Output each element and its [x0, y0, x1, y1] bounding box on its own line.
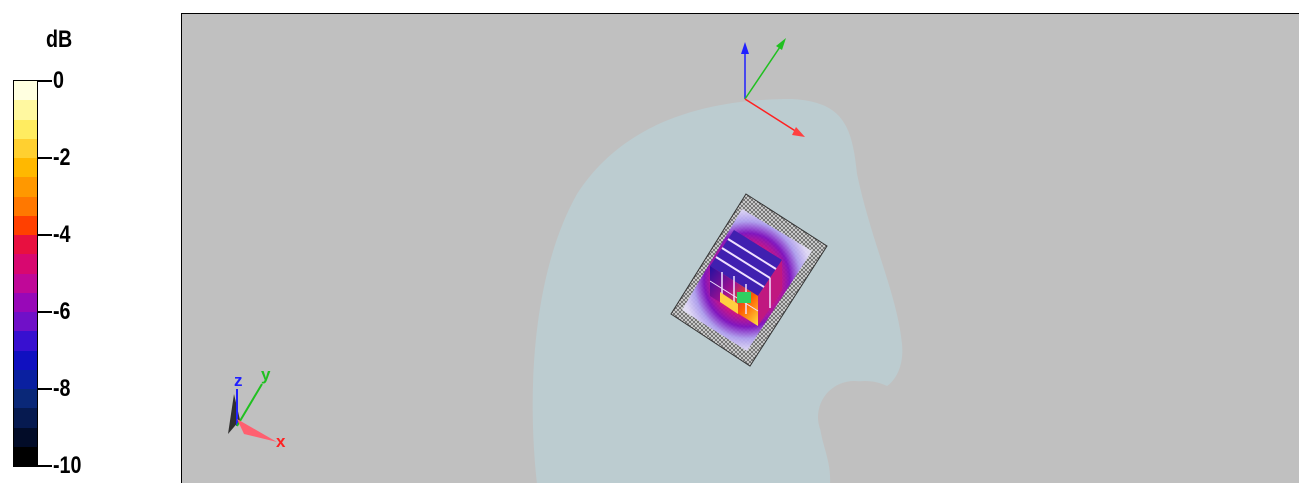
legend-tick: [38, 80, 52, 82]
legend-tick-label-3: -6: [53, 298, 71, 325]
colorbar-segment: [14, 350, 37, 370]
colorbar-segment: [14, 100, 37, 120]
colorbar-segment: [14, 158, 37, 178]
colorbar-segment: [14, 312, 37, 332]
colorbar-segment: [14, 254, 37, 274]
scene-svg: [228, 38, 903, 483]
colorbar-segment: [14, 389, 37, 409]
scene-axes: [741, 38, 805, 137]
legend-tick-label-1: -2: [53, 144, 71, 171]
legend-tick: [38, 157, 52, 159]
colorbar-segment: [14, 196, 37, 216]
axis-label-x: x: [276, 432, 286, 451]
slab-stack: [709, 230, 782, 326]
legend-tick-label-5: -10: [53, 452, 82, 479]
colorbar-segment: [14, 273, 37, 293]
colorbar-segment: [14, 235, 37, 255]
legend-tick: [38, 234, 52, 236]
colorbar-segment: [14, 292, 37, 312]
colorbar-segment: [14, 138, 37, 158]
colorbar-legend: dB 0 -2 -4 -6 -8 -10: [0, 0, 181, 483]
phantom-notch: [818, 381, 890, 453]
colorbar-segment: [14, 331, 37, 351]
colorbar-segment: [14, 81, 37, 101]
colorbar-segment: [14, 177, 37, 197]
orientation-triad: [228, 383, 277, 442]
colorbar-segment: [14, 215, 37, 235]
legend-unit-label: dB: [46, 26, 73, 53]
legend-tick: [38, 465, 52, 467]
legend-tick: [38, 311, 52, 313]
colorbar-segment: [14, 119, 37, 139]
colorbar-segment: [14, 446, 37, 466]
legend-tick-label-0: 0: [53, 67, 64, 94]
legend-tick-label-4: -8: [53, 375, 71, 402]
axis-label-y: y: [261, 365, 271, 384]
colorbar-gradient: [13, 80, 38, 467]
axis-label-z: z: [234, 371, 243, 390]
colorbar-segment: [14, 427, 37, 447]
colorbar-segment: [14, 369, 37, 389]
colorbar-segment: [14, 408, 37, 428]
legend-tick: [38, 388, 52, 390]
legend-tick-label-2: -4: [53, 221, 71, 248]
3d-viewport[interactable]: z y x: [181, 13, 1299, 483]
